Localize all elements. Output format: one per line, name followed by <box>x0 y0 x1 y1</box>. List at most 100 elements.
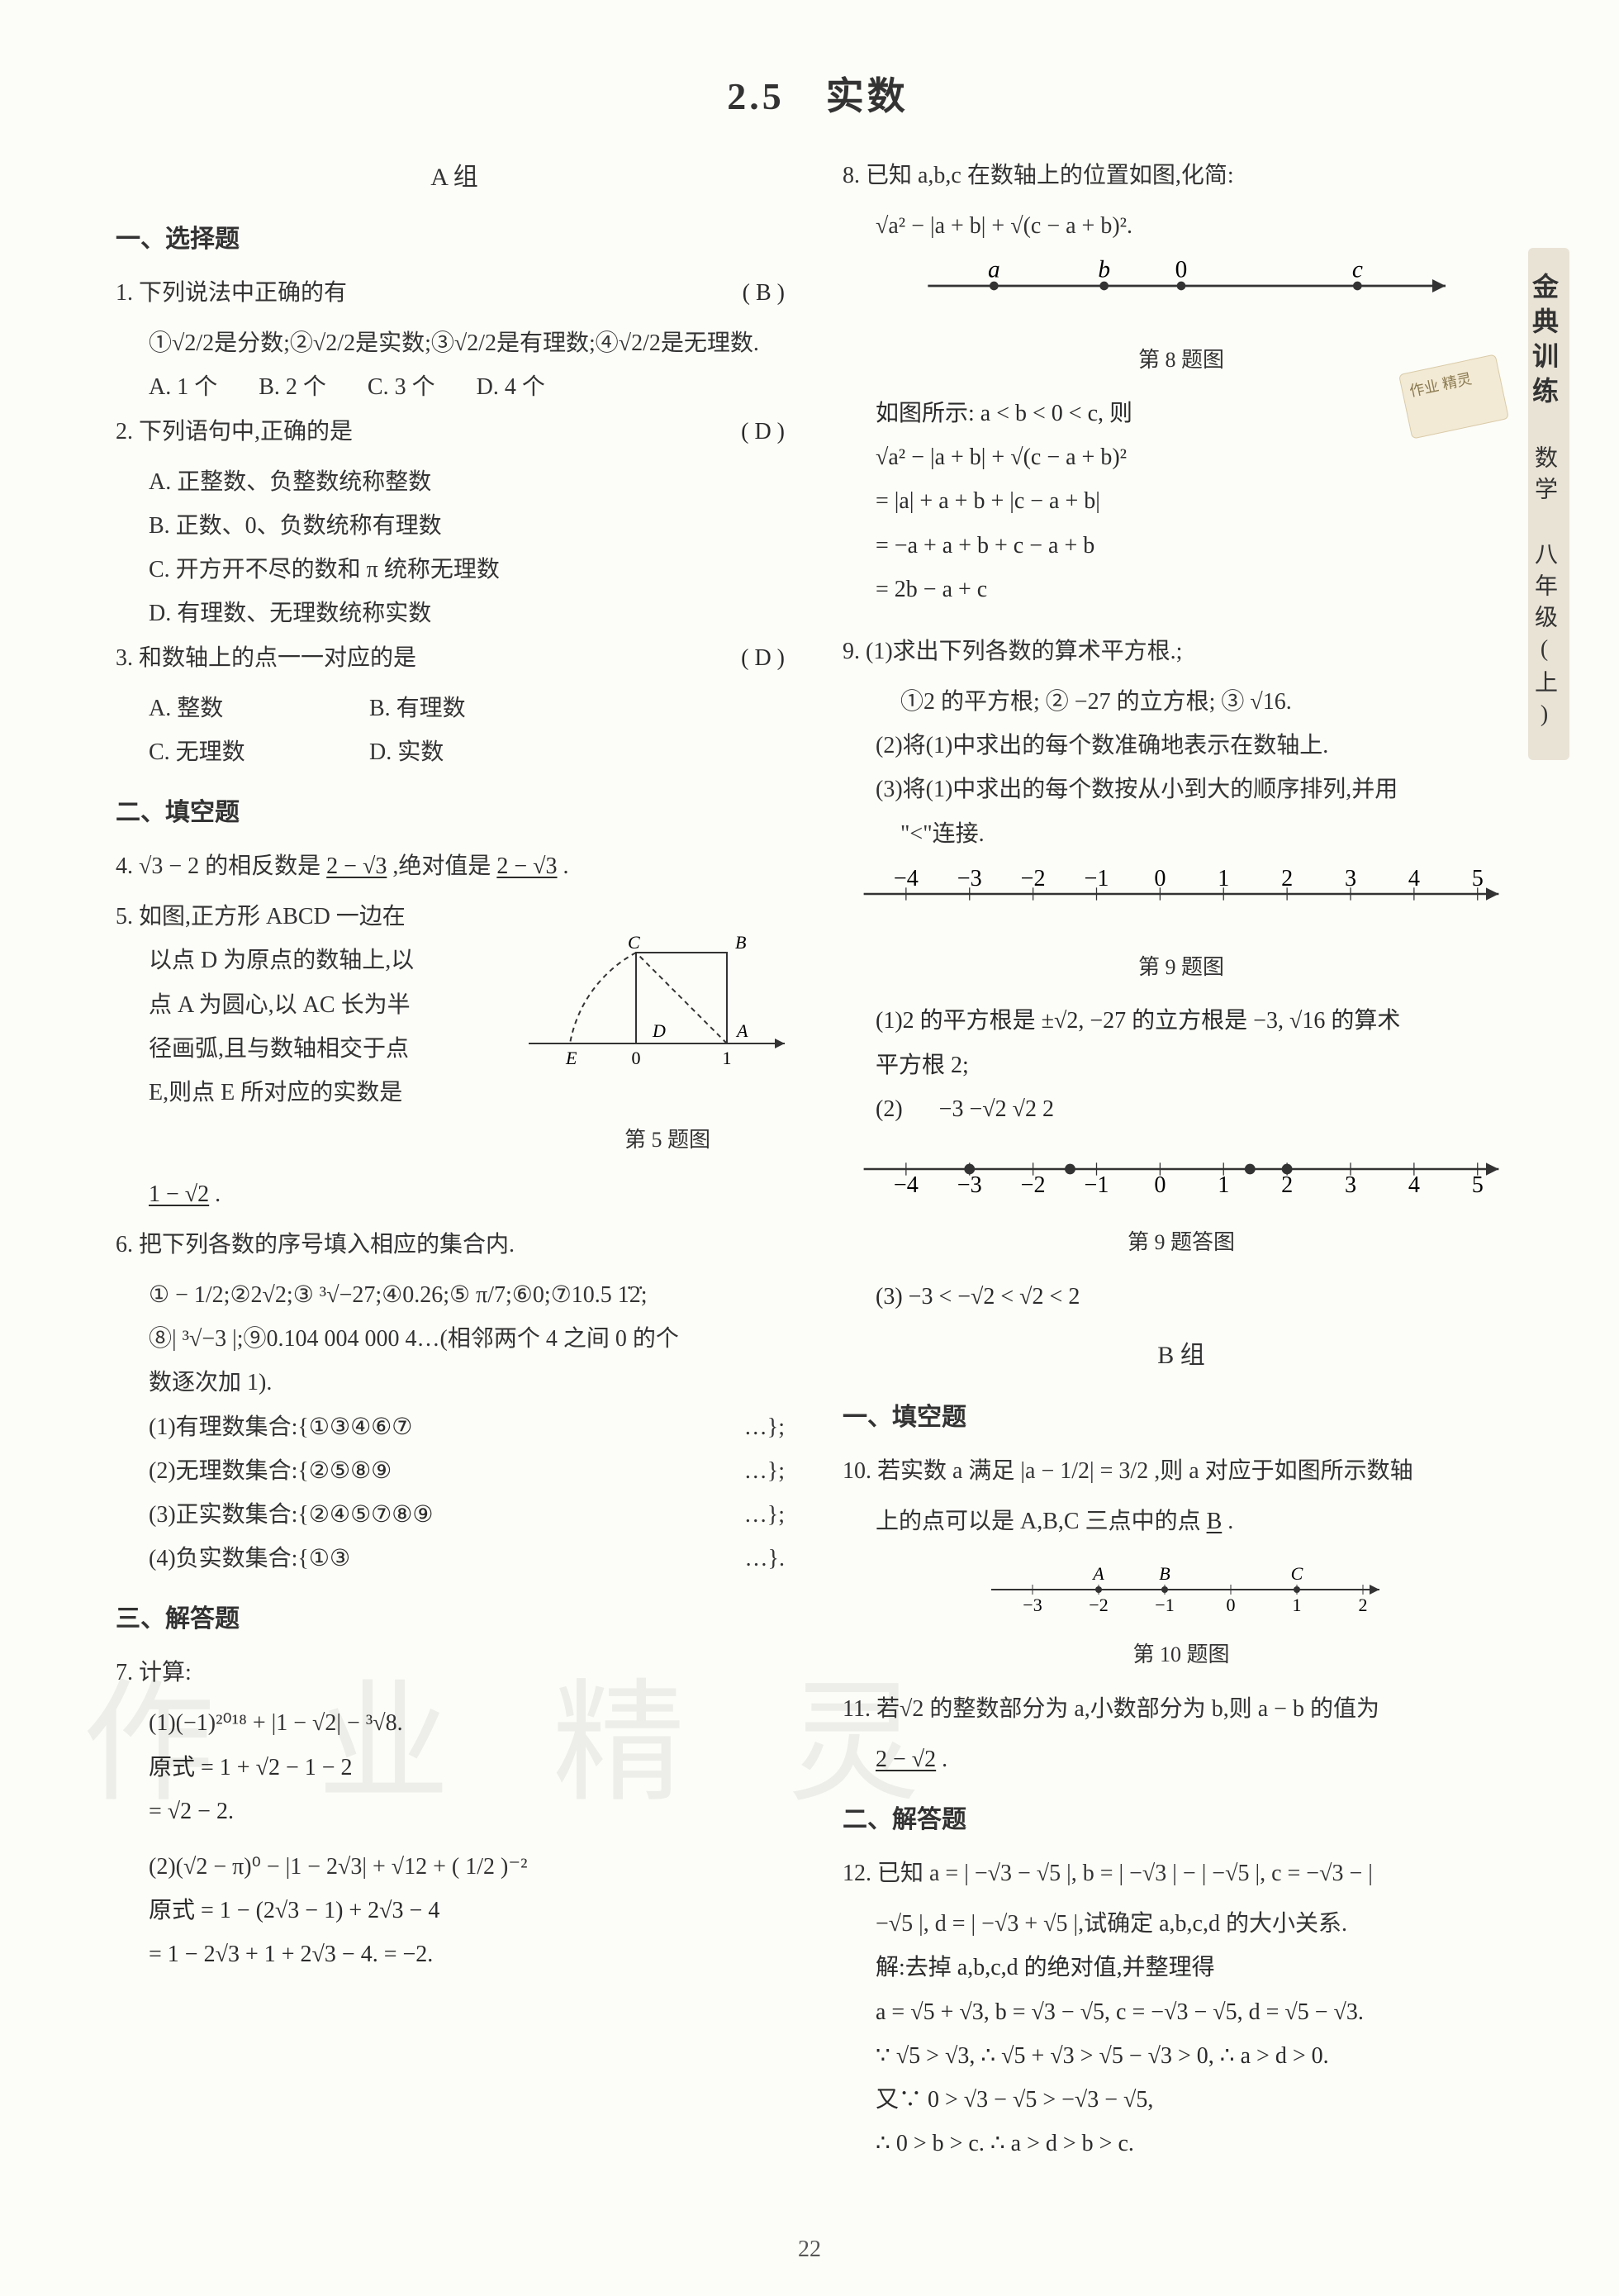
q11-blank-row: 2 − √2 . <box>843 1737 1520 1781</box>
section-solve: 三、解答题 <box>116 1595 793 1642</box>
right-column: 8. 已知 a,b,c 在数轴上的位置如图,化简: √a² − |a + b| … <box>843 154 1520 2165</box>
q6-s4b: ①③ <box>309 1546 350 1571</box>
svg-text:C: C <box>1291 1563 1303 1584</box>
q10-numberline: −3 −2A −1B 0 1C 2 <box>843 1548 1520 1614</box>
svg-text:2: 2 <box>1281 1172 1293 1198</box>
q8-expr: √a² − |a + b| + √(c − a + b)². <box>843 204 1520 248</box>
svg-text:−4: −4 <box>894 1172 919 1198</box>
q2-answer: ( D ) <box>741 410 785 454</box>
q6-s2: (2)无理数集合:{②⑤⑧⑨ …}; <box>116 1449 793 1493</box>
q3-stem: 3. 和数轴上的点一一对应的是 ( D ) <box>116 636 793 680</box>
page: 作 业 精 灵 作业 精灵 2.5 实数 A 组 一、选择题 1. 下列说法中正… <box>0 0 1619 2296</box>
q10-blank: B <box>1207 1509 1223 1534</box>
q5-blank-row: 1 − √2 . <box>116 1172 793 1216</box>
section-fill: 二、填空题 <box>116 789 793 836</box>
q9-p2: (2)将(1)中求出的每个数准确地表示在数轴上. <box>843 724 1520 768</box>
q6-nums3: 数逐次加 1). <box>116 1361 793 1405</box>
svg-text:b: b <box>1098 257 1110 283</box>
q6-s3c: …}; <box>744 1493 785 1537</box>
svg-text:−1: −1 <box>1155 1595 1174 1614</box>
svg-text:E: E <box>565 1048 577 1068</box>
q6-s4c: …}. <box>745 1537 785 1581</box>
q8-numberline: a b 0 c <box>843 253 1520 319</box>
q6-nums2: ⑧| ³√−3 |;⑨0.104 004 000 4…(相邻两个 4 之间 0 … <box>116 1317 793 1361</box>
svg-text:0: 0 <box>1154 866 1166 891</box>
q8-s4: = 2b − a + c <box>843 568 1520 611</box>
q9-s2-row: (2) −3 −√2 √2 2 <box>843 1087 1520 1131</box>
q6-s3: (3)正实数集合:{②④⑤⑦⑧⑨ …}; <box>116 1493 793 1537</box>
q9-p3b: "<"连接. <box>843 812 1520 856</box>
svg-text:−3: −3 <box>957 866 982 891</box>
section-choice: 一、选择题 <box>116 216 793 263</box>
q1-opt-b: B. 2 个 <box>259 365 326 409</box>
svg-text:0: 0 <box>1154 1172 1166 1198</box>
svg-text:−1: −1 <box>1085 1172 1109 1198</box>
svg-text:A: A <box>735 1020 748 1041</box>
q1-text: 1. 下列说法中正确的有 <box>116 280 347 306</box>
q3-answer: ( D ) <box>741 636 785 680</box>
svg-text:1: 1 <box>1293 1595 1302 1614</box>
page-number: 22 <box>798 2237 821 2263</box>
q6-nums: ① − 1/2;②2√2;③ ³√−27;④0.26;⑤ π/7;⑥0;⑦10.… <box>116 1273 793 1317</box>
svg-text:1: 1 <box>1218 866 1229 891</box>
q11-blank: 2 − √2 <box>876 1747 936 1772</box>
q7-p2: (2)(√2 − π)⁰ − |1 − 2√3| + √12 + ( 1/2 )… <box>116 1845 793 1889</box>
q10-dot: . <box>1227 1509 1233 1534</box>
svg-text:B: B <box>1159 1563 1170 1584</box>
q6-s1: (1)有理数集合:{①③④⑥⑦ …}; <box>116 1405 793 1449</box>
group-b-label: B 组 <box>843 1332 1520 1379</box>
q10-stem-b: 上的点可以是 A,B,C 三点中的点 <box>876 1509 1207 1534</box>
svg-text:2: 2 <box>1281 866 1293 891</box>
section-fill-b: 一、填空题 <box>843 1394 1520 1441</box>
q11-stem: 11. 若√2 的整数部分为 a,小数部分为 b,则 a − b 的值为 <box>843 1687 1520 1731</box>
q4-blank2: 2 − √3 <box>496 853 557 879</box>
side-t3: 八年级(上) <box>1531 542 1557 735</box>
q5-figure: 0 1 E D A C B <box>520 895 793 1093</box>
svg-text:B: B <box>735 932 746 953</box>
q4-a: 4. √3 − 2 的相反数是 <box>116 853 326 879</box>
q1-stem: 1. 下列说法中正确的有 ( B ) <box>116 271 793 315</box>
q3-opt-a: A. 整数 <box>149 687 363 730</box>
svg-text:2: 2 <box>1359 1595 1368 1614</box>
q1-opt-c: C. 3 个 <box>368 365 435 409</box>
q8-s1: √a² − |a + b| + √(c − a + b)² <box>843 435 1520 479</box>
svg-text:D: D <box>652 1020 666 1041</box>
q12-s1: a = √5 + √3, b = √3 − √5, c = −√3 − √5, … <box>843 1990 1520 2034</box>
svg-text:0: 0 <box>1175 257 1188 283</box>
q6-s2b: ②⑤⑧⑨ <box>309 1458 392 1484</box>
q6-s3a: (3)正实数集合:{ <box>149 1502 309 1528</box>
q9-s3: (3) −3 < −√2 < √2 < 2 <box>843 1275 1520 1319</box>
q12-l2: −√5 |, d = | −√3 + √5 |,试确定 a,b,c,d 的大小关… <box>843 1902 1520 1946</box>
q9-s1b: 平方根 2; <box>843 1043 1520 1087</box>
q9-ans-numberline: −4 −3 −2 −1 0 1 2 3 4 5 <box>843 1136 1520 1202</box>
svg-text:0: 0 <box>632 1048 641 1068</box>
q6-s2a: (2)无理数集合:{ <box>149 1458 309 1484</box>
side-t2: 数学 <box>1531 445 1557 508</box>
q8-stem: 8. 已知 a,b,c 在数轴上的位置如图,化简: <box>843 154 1520 197</box>
svg-text:a: a <box>988 257 1000 283</box>
q6-s2c: …}; <box>744 1449 785 1493</box>
two-column-layout: A 组 一、选择题 1. 下列说法中正确的有 ( B ) ①√2/2是分数;②√… <box>116 154 1520 2165</box>
q7-p1s2: = √2 − 2. <box>116 1790 793 1833</box>
q8-axis: a b 0 c <box>843 253 1520 334</box>
q1-options: A. 1 个 B. 2 个 C. 3 个 D. 4 个 <box>116 365 793 409</box>
q12-s2: ∵ √5 > √3, ∴ √5 + √3 > √5 − √3 > 0, ∴ a … <box>843 2034 1520 2078</box>
svg-text:4: 4 <box>1408 866 1420 891</box>
q3-text: 3. 和数轴上的点一一对应的是 <box>116 645 416 671</box>
q8-s3: = −a + a + b + c − a + b <box>843 524 1520 568</box>
group-a-label: A 组 <box>116 154 793 201</box>
q12-s0: 解:去掉 a,b,c,d 的绝对值,并整理得 <box>843 1946 1520 1989</box>
svg-text:−3: −3 <box>1023 1595 1042 1614</box>
left-column: A 组 一、选择题 1. 下列说法中正确的有 ( B ) ①√2/2是分数;②√… <box>116 154 793 2165</box>
q2-opt-d: D. 有理数、无理数统称实数 <box>116 592 793 635</box>
svg-text:5: 5 <box>1472 1172 1484 1198</box>
q6-s1c: …}; <box>744 1405 785 1449</box>
svg-text:0: 0 <box>1227 1595 1236 1614</box>
svg-text:−3: −3 <box>957 1172 982 1198</box>
q10-axis: −3 −2A −1B 0 1C 2 <box>843 1548 1520 1629</box>
svg-text:4: 4 <box>1408 1172 1420 1198</box>
q7-stem: 7. 计算: <box>116 1651 793 1695</box>
q12-l1: 12. 已知 a = | −√3 − √5 |, b = | −√3 | − |… <box>843 1852 1520 1895</box>
q3-row1: A. 整数 B. 有理数 <box>116 687 793 730</box>
side-tab: 金典训练 数学 八年级(上) <box>1528 248 1569 760</box>
